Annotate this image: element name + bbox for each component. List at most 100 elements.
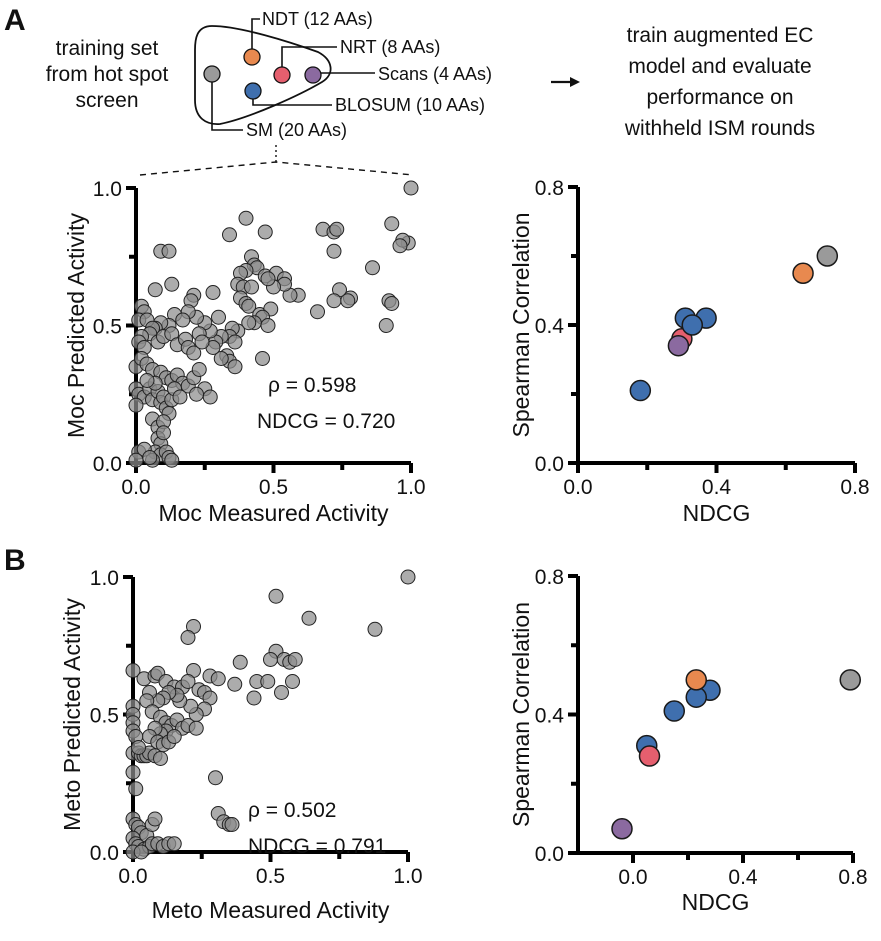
data-point xyxy=(400,569,416,585)
spearman-annotation: ρ = 0.502 xyxy=(248,799,336,822)
data-point-ndt xyxy=(792,262,814,284)
data-point xyxy=(147,282,163,298)
data-point-scans xyxy=(611,818,633,840)
data-point-blosum xyxy=(663,700,685,722)
data-point xyxy=(153,751,168,766)
data-point xyxy=(186,345,202,361)
data-point-scans xyxy=(667,334,690,357)
x-tick-label: 1.0 xyxy=(393,865,422,888)
data-point xyxy=(139,373,155,388)
data-point xyxy=(340,293,356,309)
data-point xyxy=(257,224,273,240)
data-point xyxy=(191,362,207,377)
x-tick-label: 0.8 xyxy=(838,866,867,889)
data-point xyxy=(227,676,243,692)
data-point xyxy=(260,318,276,333)
data-point xyxy=(125,764,141,780)
schematic-left-text: training set from hot spot screen xyxy=(46,37,169,112)
data-point xyxy=(263,652,278,667)
x-axis-title: Meto Measured Activity xyxy=(152,897,390,923)
x-tick-label: 0.4 xyxy=(728,866,758,889)
data-point xyxy=(238,210,254,226)
data-point xyxy=(224,817,240,832)
data-point xyxy=(202,389,218,405)
panel-letter-b: B xyxy=(4,544,26,577)
group-label-ndt: NDT (12 AAs) xyxy=(262,9,373,29)
y-tick-label: 0.0 xyxy=(93,453,122,476)
data-point xyxy=(172,389,188,405)
data-point xyxy=(180,630,196,645)
x-tick-label: 0.8 xyxy=(840,476,869,499)
y-tick-label: 0.0 xyxy=(535,843,564,866)
y-tick-label: 1.0 xyxy=(93,178,122,201)
sm-group-dot xyxy=(203,65,221,83)
y-tick-label: 0.5 xyxy=(90,705,119,728)
data-point-blosum xyxy=(629,379,652,402)
zoom-connector xyxy=(139,145,414,176)
data-point xyxy=(128,452,144,468)
data-point xyxy=(175,312,191,328)
data-point xyxy=(255,351,270,366)
left-text-line: from hot spot xyxy=(46,63,169,86)
data-point xyxy=(189,386,204,402)
right-text-line: performance on xyxy=(646,86,793,109)
data-point xyxy=(326,293,342,309)
data-point xyxy=(326,243,342,259)
data-point-sm xyxy=(839,669,861,691)
y-axis-title: Moc Predicted Activity xyxy=(63,213,89,438)
data-point xyxy=(164,276,180,292)
right-text-line: train augmented EC xyxy=(627,24,814,47)
left-text-line: training set xyxy=(56,37,159,60)
data-point xyxy=(208,770,223,786)
y-axis-title: Spearman Correlation xyxy=(508,602,534,827)
data-point xyxy=(213,351,229,366)
data-point xyxy=(232,654,248,670)
data-point xyxy=(378,318,394,333)
data-point xyxy=(128,781,144,797)
data-point xyxy=(365,260,380,276)
data-point xyxy=(274,685,289,700)
data-point xyxy=(131,740,146,755)
moc-activity-scatter: 0.0 0.5 1.0 0.0 0.5 1.0 Moc Measured Activity M… xyxy=(63,178,426,526)
data-point-blosum xyxy=(681,314,704,336)
data-point xyxy=(227,359,243,375)
blosum-group-dot xyxy=(244,82,262,100)
data-point xyxy=(147,811,163,827)
x-tick-label: 0.0 xyxy=(618,866,647,889)
schematic-right-text: train augmented EC model and evaluate pe… xyxy=(624,24,815,140)
group-label-sm: SM (20 AAs) xyxy=(246,120,347,140)
right-text-line: model and evaluate xyxy=(628,55,811,78)
data-point xyxy=(222,227,237,243)
data-point xyxy=(211,309,226,325)
data-point xyxy=(142,450,158,465)
y-tick-label: 0.4 xyxy=(535,315,565,338)
data-point xyxy=(310,304,325,320)
data-point xyxy=(268,588,284,604)
data-point xyxy=(384,296,400,311)
data-point-sm xyxy=(816,245,839,267)
x-tick-label: 1.0 xyxy=(396,476,425,499)
data-point xyxy=(285,674,300,689)
y-axis-title: Meto Predicted Activity xyxy=(59,598,85,831)
group-label-blosum: BLOSUM (10 AAs) xyxy=(335,95,485,115)
right-text-line: withheld ISM rounds xyxy=(624,117,815,140)
data-point xyxy=(180,674,196,689)
data-point xyxy=(241,298,257,314)
x-tick-label: 0.4 xyxy=(702,476,732,499)
x-tick-label: 0.0 xyxy=(563,476,592,499)
x-tick-label: 0.0 xyxy=(121,476,150,499)
data-point xyxy=(392,238,408,254)
y-tick-label: 0.0 xyxy=(90,842,119,865)
y-tick-label: 0.8 xyxy=(535,566,564,589)
data-point xyxy=(260,271,276,287)
data-point xyxy=(260,674,276,689)
ndcg-annotation: NDCG = 0.791 xyxy=(248,835,386,858)
y-tick-label: 1.0 xyxy=(90,567,119,590)
data-point xyxy=(403,180,419,196)
x-axis-title: NDCG xyxy=(683,500,751,526)
x-tick-label: 0.5 xyxy=(256,865,285,888)
group-label-scans: Scans (4 AAs) xyxy=(378,64,492,84)
data-point xyxy=(188,720,204,736)
